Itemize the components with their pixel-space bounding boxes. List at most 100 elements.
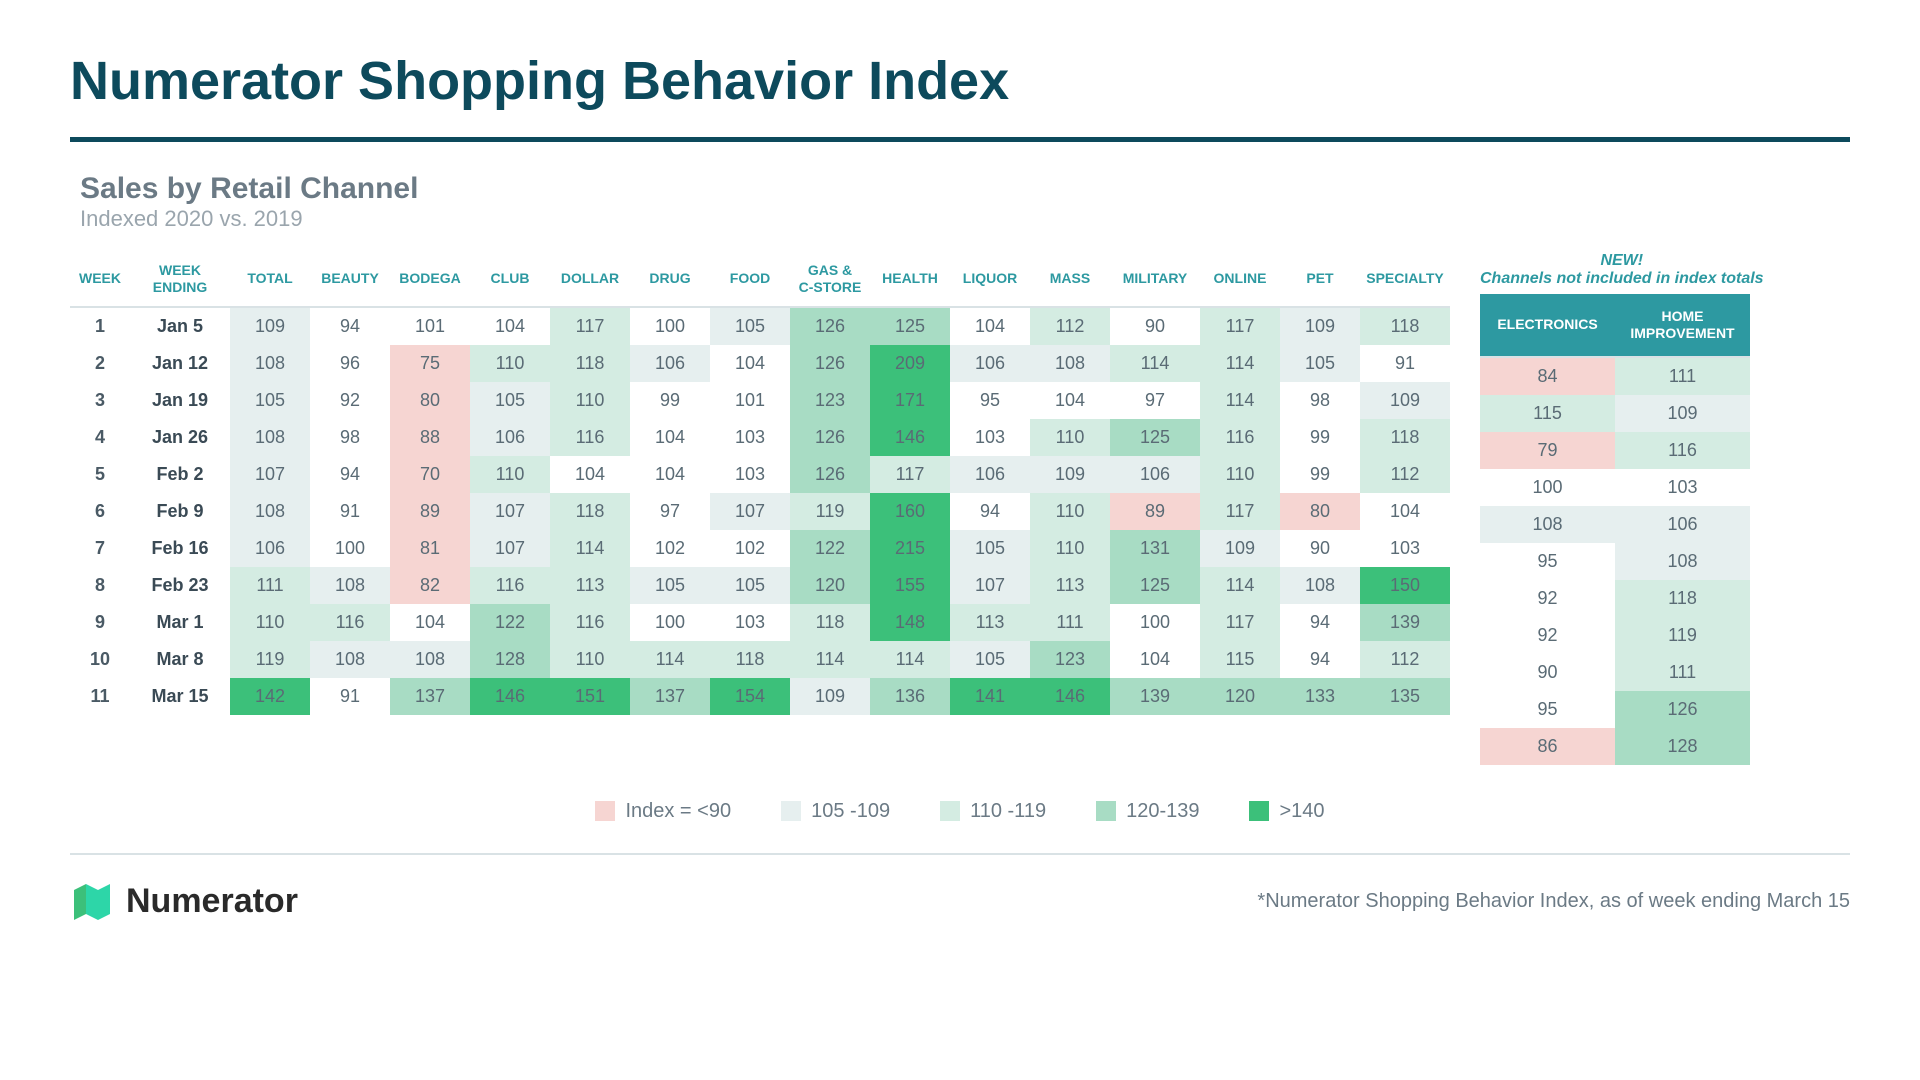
table-row: 86128 <box>1480 728 1750 765</box>
cell: 104 <box>550 456 630 493</box>
week-ending: Mar 1 <box>130 604 230 641</box>
cell: 137 <box>390 678 470 715</box>
cell: 100 <box>630 604 710 641</box>
cell: 94 <box>310 307 390 345</box>
cell: 104 <box>950 307 1030 345</box>
cell: 123 <box>790 382 870 419</box>
table-row: 3Jan 19105928010511099101123171951049711… <box>70 382 1450 419</box>
cell: 108 <box>390 641 470 678</box>
week-num: 11 <box>70 678 130 715</box>
footer: Numerator *Numerator Shopping Behavior I… <box>70 880 1850 924</box>
week-num: 7 <box>70 530 130 567</box>
cell: 109 <box>1200 530 1280 567</box>
cell: 106 <box>950 345 1030 382</box>
cell: 106 <box>1110 456 1200 493</box>
cell: 116 <box>470 567 550 604</box>
cell: 95 <box>950 382 1030 419</box>
legend-label: >140 <box>1279 800 1324 823</box>
legend-item: Index = <90 <box>595 800 731 823</box>
cell: 117 <box>550 307 630 345</box>
cell: 139 <box>1110 678 1200 715</box>
cell: 108 <box>230 493 310 530</box>
logo: Numerator <box>70 880 298 924</box>
table-row: 92118 <box>1480 580 1750 617</box>
cell: 107 <box>230 456 310 493</box>
cell: 91 <box>310 678 390 715</box>
cell: 150 <box>1360 567 1450 604</box>
cell: 133 <box>1280 678 1360 715</box>
cell: 95 <box>1480 543 1615 580</box>
table-row: 2Jan 12108967511011810610412620910610811… <box>70 345 1450 382</box>
legend-label: Index = <90 <box>625 800 731 823</box>
cell: 118 <box>1360 307 1450 345</box>
cell: 104 <box>1030 382 1110 419</box>
cell: 118 <box>550 345 630 382</box>
cell: 105 <box>630 567 710 604</box>
cell: 105 <box>710 307 790 345</box>
cell: 101 <box>710 382 790 419</box>
subtitle-note: Indexed 2020 vs. 2019 <box>80 206 1850 232</box>
cell: 100 <box>310 530 390 567</box>
cell: 114 <box>1200 382 1280 419</box>
col-header: DRUG <box>630 252 710 307</box>
table-row: 10Mar 8119108108128110114118114114105123… <box>70 641 1450 678</box>
cell: 86 <box>1480 728 1615 765</box>
cell: 118 <box>550 493 630 530</box>
cell: 110 <box>1200 456 1280 493</box>
cell: 108 <box>310 641 390 678</box>
cell: 101 <box>390 307 470 345</box>
cell: 112 <box>1360 456 1450 493</box>
table-row: 100103 <box>1480 469 1750 506</box>
cell: 108 <box>1480 506 1615 543</box>
col-header: BODEGA <box>390 252 470 307</box>
week-ending: Jan 19 <box>130 382 230 419</box>
cell: 107 <box>470 493 550 530</box>
cell: 106 <box>950 456 1030 493</box>
week-num: 10 <box>70 641 130 678</box>
table-row: 9Mar 11101161041221161001031181481131111… <box>70 604 1450 641</box>
cell: 99 <box>1280 419 1360 456</box>
cell: 98 <box>1280 382 1360 419</box>
cell: 103 <box>710 419 790 456</box>
title-rule <box>70 137 1850 142</box>
cell: 116 <box>310 604 390 641</box>
cell: 123 <box>1030 641 1110 678</box>
legend: Index = <90105 -109110 -119120-139>140 <box>70 800 1850 823</box>
col-header: HEALTH <box>870 252 950 307</box>
cell: 103 <box>1360 530 1450 567</box>
cell: 94 <box>950 493 1030 530</box>
cell: 80 <box>390 382 470 419</box>
cell: 114 <box>550 530 630 567</box>
cell: 109 <box>1030 456 1110 493</box>
table-row: 92119 <box>1480 617 1750 654</box>
col-header: LIQUOR <box>950 252 1030 307</box>
cell: 155 <box>870 567 950 604</box>
cell: 91 <box>310 493 390 530</box>
cell: 154 <box>710 678 790 715</box>
table-row: 4Jan 26108988810611610410312614610311012… <box>70 419 1450 456</box>
legend-swatch <box>1096 801 1116 821</box>
table-row: 90111 <box>1480 654 1750 691</box>
cell: 120 <box>1200 678 1280 715</box>
table-row: 8Feb 23111108821161131051051201551071131… <box>70 567 1450 604</box>
new-note: NEW! Channels not included in index tota… <box>1480 252 1764 288</box>
cell: 110 <box>1030 530 1110 567</box>
table-row: 7Feb 16106100811071141021021222151051101… <box>70 530 1450 567</box>
cell: 113 <box>1030 567 1110 604</box>
cell: 108 <box>230 345 310 382</box>
cell: 126 <box>790 419 870 456</box>
cell: 126 <box>790 456 870 493</box>
col-header: TOTAL <box>230 252 310 307</box>
legend-label: 120-139 <box>1126 800 1199 823</box>
col-header: ELECTRONICS <box>1480 294 1615 357</box>
col-header: CLUB <box>470 252 550 307</box>
cell: 148 <box>870 604 950 641</box>
cell: 104 <box>630 456 710 493</box>
legend-swatch <box>940 801 960 821</box>
footnote: *Numerator Shopping Behavior Index, as o… <box>1257 890 1850 913</box>
cell: 89 <box>1110 493 1200 530</box>
footer-rule <box>70 853 1850 855</box>
new-note-line1: NEW! <box>1600 252 1643 269</box>
week-num: 8 <box>70 567 130 604</box>
cell: 104 <box>630 419 710 456</box>
